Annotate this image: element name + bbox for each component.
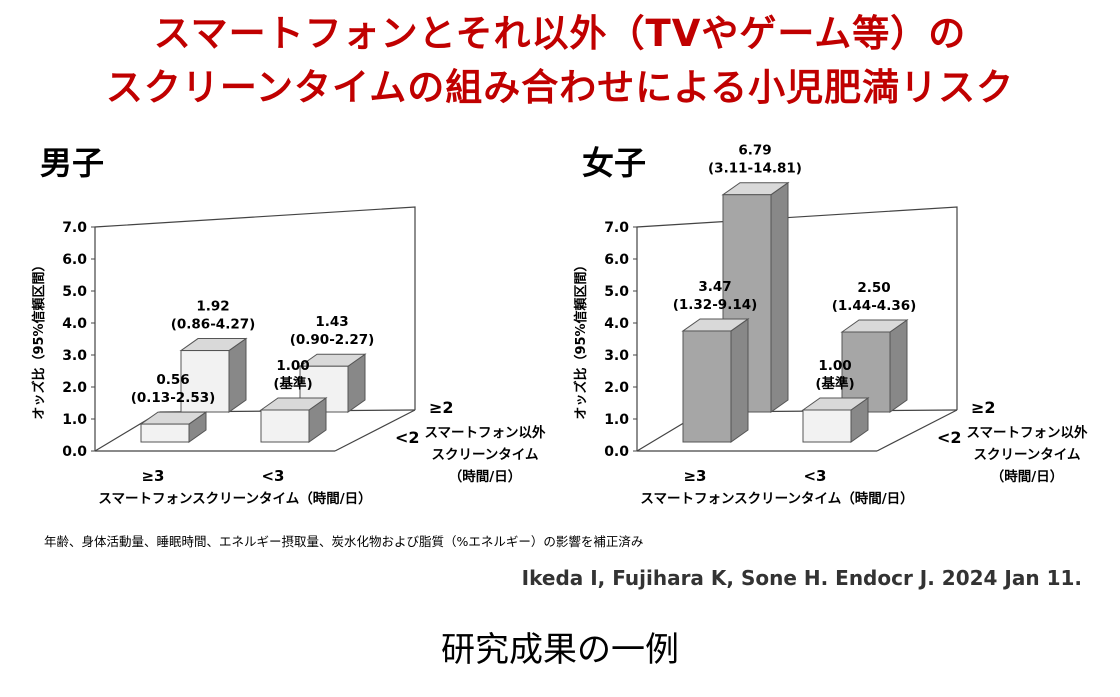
y-axis-label: オッズ比（95%信頼区間）: [31, 258, 47, 419]
depth-tick-label: ≥2: [971, 398, 996, 417]
bar-value-label: 0.56: [156, 372, 189, 388]
y-tick-label: 0.0: [62, 444, 87, 460]
x-axis-label: スマートフォンスクリーンタイム（時間/日）: [640, 490, 913, 507]
chart-floor-side: [334, 409, 416, 452]
y-tick-label: 4.0: [62, 316, 87, 332]
y-tick-label: 1.0: [604, 412, 629, 428]
bar-side: [770, 181, 789, 413]
bar-ci-label: (基準): [273, 375, 312, 392]
depth-axis-label: スクリーンタイム: [431, 447, 538, 463]
bar-ci-label: (3.11-14.81): [708, 161, 802, 177]
citation: Ikeda I, Fujihara K, Sone H. Endocr J. 2…: [521, 566, 1082, 590]
bar: [180, 350, 230, 413]
chart-floor-side: [876, 409, 958, 452]
y-tick-label: 4.0: [604, 316, 629, 332]
y-tick-label: 7.0: [62, 220, 87, 236]
y-tick-label: 6.0: [62, 252, 87, 268]
bar: [260, 409, 310, 443]
boys-panel-label: 男子: [40, 144, 105, 182]
depth-tick-label: <2: [395, 428, 420, 447]
bar-side: [889, 319, 908, 413]
bar: [682, 330, 732, 443]
x-tick-label: <3: [261, 467, 284, 485]
depth-axis-label: スクリーンタイム: [973, 447, 1080, 463]
y-tick-label: 3.0: [62, 348, 87, 364]
y-tick-label: 2.0: [604, 380, 629, 396]
y-tick-label: 7.0: [604, 220, 629, 236]
y-tick-label: 6.0: [604, 252, 629, 268]
bar-ci-label: (0.86-4.27): [171, 317, 256, 333]
depth-axis-label: （時間/日）: [449, 468, 521, 485]
title-line-1: スマートフォンとそれ以外（TVやゲーム等）の: [153, 12, 967, 55]
bar-ci-label: (0.13-2.53): [131, 390, 216, 406]
depth-axis-label: （時間/日）: [991, 468, 1063, 485]
bar-value-label: 2.50: [857, 280, 890, 296]
bar-value-label: 1.43: [315, 314, 348, 330]
y-tick-label: 5.0: [62, 284, 87, 300]
bar-value-label: 1.92: [196, 299, 229, 315]
title-line-2: スクリーンタイムの組み合わせによる小児肥満リスク: [105, 66, 1015, 109]
y-tick-label: 5.0: [604, 284, 629, 300]
y-axis-label: オッズ比（95%信頼区間）: [573, 258, 589, 419]
adjustment-footnote: 年齢、身体活動量、睡眠時間、エネルギー摂取量、炭水化物および脂質（%エネルギー）…: [44, 534, 644, 549]
x-tick-label: ≥3: [683, 467, 706, 485]
depth-axis-label: スマートフォン以外: [424, 424, 546, 441]
y-tick-label: 3.0: [604, 348, 629, 364]
bar: [802, 409, 852, 443]
bar-ci-label: (1.44-4.36): [832, 298, 917, 314]
bar-ci-label: (基準): [815, 375, 854, 392]
bar-side: [228, 337, 247, 413]
depth-tick-label: <2: [937, 428, 962, 447]
bar-value-label: 1.00: [818, 358, 851, 374]
bar-value-label: 3.47: [698, 279, 731, 295]
y-tick-label: 1.0: [62, 412, 87, 428]
bar-ci-label: (0.90-2.27): [290, 332, 375, 348]
bar: [140, 423, 190, 443]
chart-wall: [636, 206, 958, 451]
bar-value-label: 1.00: [276, 358, 309, 374]
bar-value-label: 6.79: [738, 143, 771, 159]
bar-side: [730, 317, 749, 443]
slide-caption: 研究成果の一例: [441, 630, 679, 670]
girls-panel-label: 女子: [582, 144, 647, 182]
chart-wall: [94, 206, 416, 451]
depth-axis-label: スマートフォン以外: [966, 424, 1088, 441]
y-tick-label: 0.0: [604, 444, 629, 460]
bar-ci-label: (1.32-9.14): [673, 297, 758, 313]
x-tick-label: ≥3: [141, 467, 164, 485]
x-axis-label: スマートフォンスクリーンタイム（時間/日）: [98, 490, 371, 507]
x-tick-label: <3: [803, 467, 826, 485]
y-tick-label: 2.0: [62, 380, 87, 396]
depth-tick-label: ≥2: [429, 398, 454, 417]
